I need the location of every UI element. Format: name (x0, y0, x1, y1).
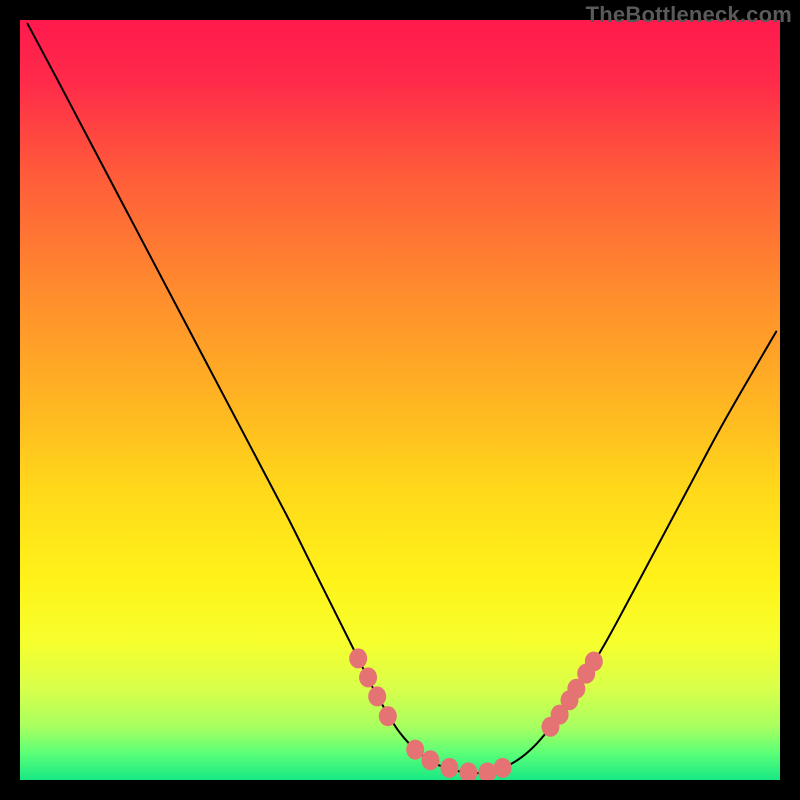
data-marker (349, 648, 367, 668)
data-marker (379, 706, 397, 726)
data-marker (494, 758, 512, 778)
watermark-text: TheBottleneck.com (586, 2, 792, 28)
chart-frame: TheBottleneck.com (0, 0, 800, 800)
data-marker (585, 651, 603, 671)
data-marker (421, 750, 439, 770)
data-marker (359, 667, 377, 687)
data-marker (440, 758, 458, 778)
data-marker (368, 686, 386, 706)
gradient-background (20, 20, 780, 780)
plot-area (20, 20, 780, 780)
chart-svg (20, 20, 780, 780)
data-marker (406, 740, 424, 760)
